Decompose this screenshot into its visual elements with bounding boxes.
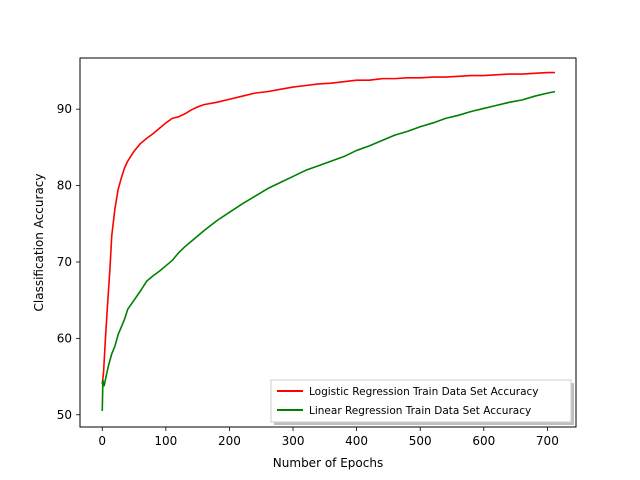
y-tick-label: 80 [57, 179, 72, 193]
x-tick-label: 600 [472, 434, 495, 448]
x-tick-label: 300 [282, 434, 305, 448]
x-tick-label: 200 [218, 434, 241, 448]
x-tick-label: 700 [536, 434, 559, 448]
y-tick-label: 70 [57, 255, 72, 269]
x-tick-label: 0 [98, 434, 106, 448]
y-tick-label: 60 [57, 331, 72, 345]
series-line-logistic [101, 71, 556, 385]
y-axis: 50 60 70 80 90 [57, 102, 80, 422]
legend: Logistic Regression Train Data Set Accur… [270, 379, 574, 425]
legend-label-logistic: Logistic Regression Train Data Set Accur… [309, 386, 539, 398]
plot-frame [79, 57, 577, 428]
series-line-linear [101, 90, 556, 411]
legend-box [270, 379, 572, 423]
y-axis-label: Classification Accuracy [32, 174, 46, 312]
legend-label-linear: Linear Regression Train Data Set Accurac… [309, 405, 531, 417]
y-tick-label: 50 [57, 408, 72, 422]
x-tick-label: 500 [409, 434, 432, 448]
x-axis-label: Number of Epochs [273, 456, 383, 470]
x-tick-label: 400 [345, 434, 368, 448]
x-axis: 0 100 200 300 400 500 600 700 [98, 427, 559, 448]
x-tick-label: 100 [154, 434, 177, 448]
y-tick-label: 90 [57, 102, 72, 116]
series-layer [101, 71, 556, 411]
